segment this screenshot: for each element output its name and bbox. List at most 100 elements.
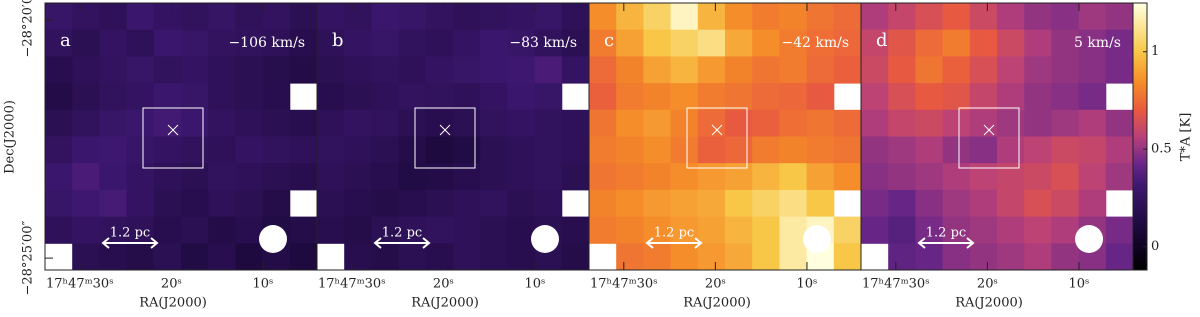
map-cell [45, 83, 73, 111]
map-cell [833, 3, 862, 31]
map-cell [561, 3, 590, 31]
map-cell [398, 56, 427, 84]
map-cell [1078, 109, 1107, 137]
map-cell [398, 3, 427, 31]
map-cell [1105, 3, 1134, 31]
map-cell [317, 29, 345, 57]
colorbar-strip [1133, 240, 1147, 243]
map-cell [344, 136, 372, 164]
map-cell [888, 3, 916, 31]
map-cell [806, 109, 835, 137]
colorbar-strip [1133, 224, 1147, 227]
colorbar-frame [1132, 2, 1148, 271]
map-cell [99, 136, 128, 164]
map-cell [616, 189, 644, 218]
map-cell [371, 56, 400, 84]
colorbar-strip [1133, 44, 1147, 48]
map-cell [888, 189, 916, 218]
map-cell [697, 3, 726, 31]
colorbar-strip [1133, 184, 1147, 187]
map-cell [398, 189, 427, 218]
map-cell [45, 56, 73, 84]
map-cell [289, 56, 318, 84]
map-cell [235, 216, 264, 244]
map-cell [480, 83, 508, 111]
map-cell [779, 136, 808, 164]
map-cell [616, 83, 644, 111]
map-cell [480, 136, 508, 164]
map-cell [616, 216, 644, 244]
map-cell [99, 29, 128, 57]
map-cell [72, 3, 100, 31]
map-cell [779, 3, 808, 31]
colorbar-strip [1133, 100, 1147, 104]
map-cell [317, 189, 345, 218]
map-cell [208, 163, 236, 191]
map-cell [670, 109, 699, 137]
map-cell [262, 189, 291, 218]
map-cell [969, 3, 998, 31]
map-cell [969, 56, 998, 84]
colorbar-strip [1133, 134, 1147, 137]
map-cell [45, 163, 73, 191]
map-cell [1024, 243, 1052, 271]
map-cell [262, 29, 291, 57]
map-cell [289, 243, 318, 271]
map-cell [752, 189, 780, 218]
map-cell [643, 3, 672, 31]
map-cell [779, 29, 808, 57]
map-cell [616, 29, 644, 57]
map-cell [480, 29, 508, 57]
map-cell [915, 163, 944, 191]
colorbar-strip [1133, 32, 1147, 36]
map-cell [670, 136, 699, 164]
map-cell [99, 83, 128, 111]
map-cell [915, 29, 944, 57]
colorbar-strip [1133, 138, 1147, 141]
y-tick-label: −28°25′00″ [21, 221, 36, 296]
map-cell [480, 216, 508, 244]
scale-label: 1.2 pc [110, 226, 150, 241]
velocity-label: 5 km/s [1074, 35, 1121, 51]
colorbar-strip [1133, 182, 1147, 185]
colorbar-strip [1133, 106, 1147, 110]
scale-bar [645, 237, 703, 249]
map-cell [534, 83, 563, 111]
map-cell [833, 243, 862, 271]
colorbar-strip [1133, 266, 1147, 269]
y-axis-label: Dec(J2000) [3, 100, 18, 174]
colorbar-strip [1133, 238, 1147, 241]
colorbar-strip [1133, 194, 1147, 197]
colorbar-strip [1133, 186, 1147, 189]
map-cell [752, 29, 780, 57]
map-cell [833, 216, 862, 244]
map-cell [235, 29, 264, 57]
map-cell [806, 3, 835, 31]
map-cell [1024, 56, 1052, 84]
map-cell [425, 136, 454, 164]
map-cell [888, 109, 916, 137]
map-cell [915, 243, 944, 271]
map-cell [779, 83, 808, 111]
colorbar-strip [1133, 172, 1147, 175]
map-cell [997, 216, 1025, 244]
map-cell [915, 109, 944, 137]
x-axis-label: RA(J2000) [683, 296, 751, 311]
map-cell [589, 216, 617, 244]
map-cell [1105, 243, 1134, 271]
map-cell [969, 243, 998, 271]
map-cell [72, 29, 100, 57]
map-cell [915, 3, 944, 31]
scale-bar [917, 237, 975, 249]
colorbar-strip [1133, 88, 1147, 92]
map-cell [126, 3, 155, 31]
colorbar-strip [1133, 30, 1147, 34]
map-cell [507, 189, 536, 218]
colorbar-strip [1133, 78, 1147, 82]
map-cell [534, 3, 563, 31]
region-box [414, 107, 476, 169]
colorbar-strip [1133, 18, 1147, 22]
colorbar-strip [1133, 242, 1147, 245]
map-cell [398, 216, 427, 244]
map-cell [997, 83, 1025, 111]
